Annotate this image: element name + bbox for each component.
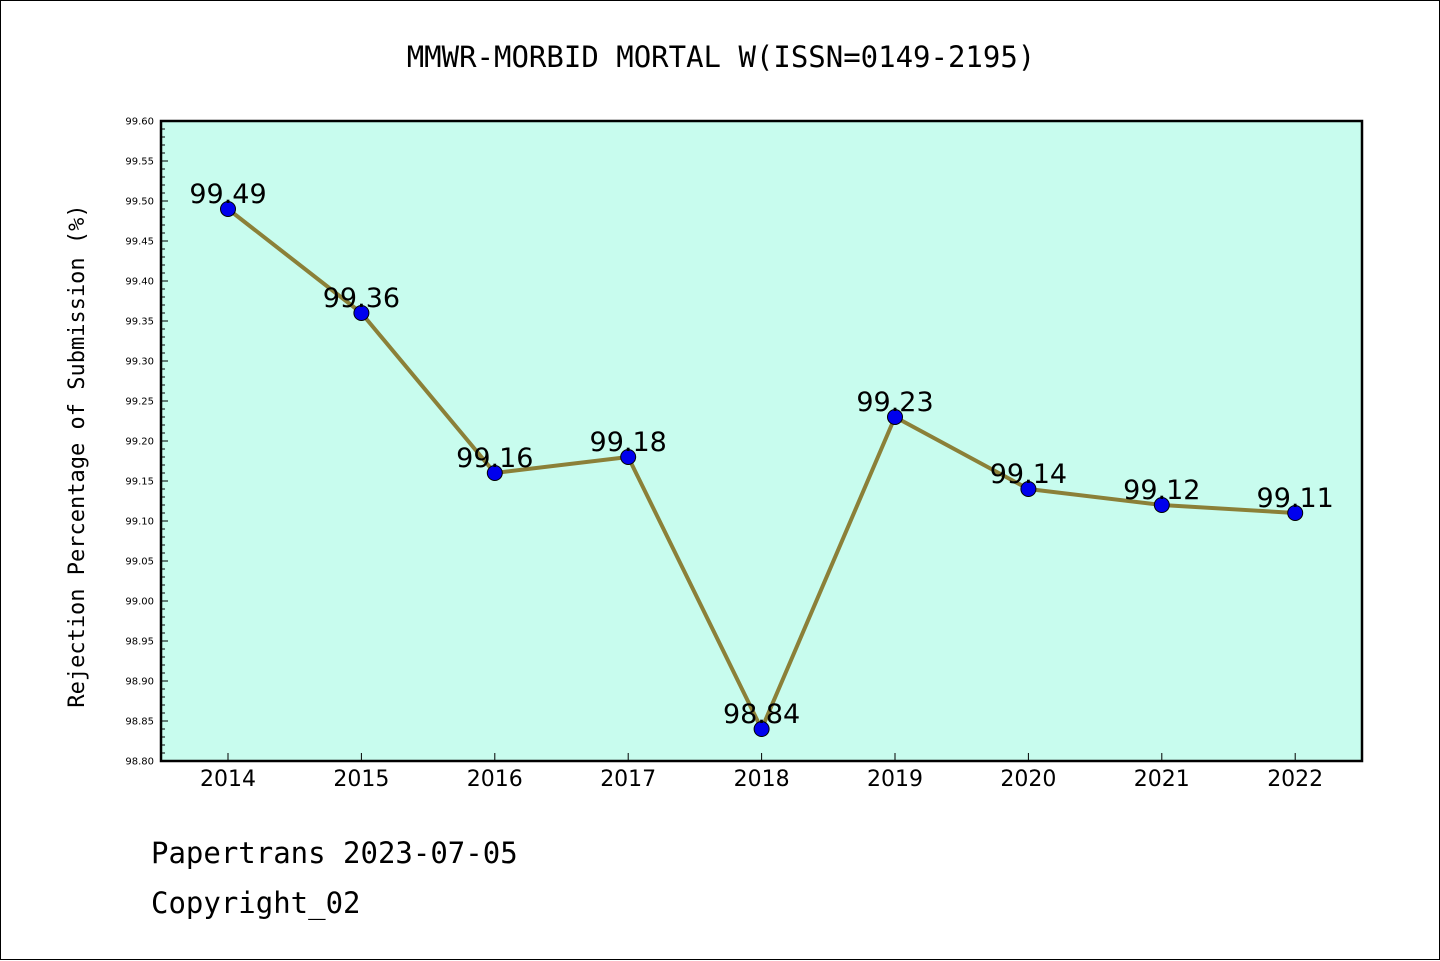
data-point xyxy=(353,305,370,321)
x-tick-label: 2021 xyxy=(1134,767,1190,792)
x-tick-label: 2020 xyxy=(1000,767,1056,792)
data-point xyxy=(220,201,236,217)
x-tick-label: 2015 xyxy=(333,767,389,792)
x-tick-label: 2022 xyxy=(1267,767,1323,792)
plot-area xyxy=(159,119,1364,763)
y-tick-label: 99.05 xyxy=(125,557,154,568)
y-tick-label: 99.45 xyxy=(125,237,154,248)
y-axis-label: Rejection Percentage of Submission (%) xyxy=(65,204,90,707)
footer-date-text: Papertrans 2023-07-05 xyxy=(151,836,518,870)
x-tick-label: 2014 xyxy=(200,767,256,792)
data-point xyxy=(753,721,770,737)
y-tick-label: 99.20 xyxy=(125,437,154,448)
data-label: 99.36 xyxy=(323,283,400,314)
data-label: 99.18 xyxy=(590,427,667,458)
data-point xyxy=(1020,481,1037,497)
y-axis: 98.80 98.85 98.90 98.95 99.00 99.05 99.10 99.15… xyxy=(125,117,168,768)
data-point xyxy=(1287,505,1304,521)
y-tick-label: 99.40 xyxy=(125,277,154,288)
x-tick-label: 2016 xyxy=(467,767,523,792)
series-group xyxy=(220,201,1304,737)
y-tick-label: 99.15 xyxy=(125,477,154,488)
chart-title: MMWR-MORBID MORTAL W(ISSN=0149-2195) xyxy=(407,40,1036,74)
x-tick-label: 2019 xyxy=(867,767,923,792)
y-tick-label: 99.35 xyxy=(125,317,154,328)
data-label: 98.84 xyxy=(723,699,800,730)
y-tick-label: 99.50 xyxy=(125,197,154,208)
data-point xyxy=(1153,497,1170,513)
data-labels: 99.49 99.36 99.16 99.18 98.84 99.23 99.14 99.12… xyxy=(189,179,1333,730)
footer-copyright-text: Copyright_02 xyxy=(151,886,361,920)
y-tick-label: 98.85 xyxy=(125,717,154,728)
data-point xyxy=(887,409,903,425)
data-label: 99.11 xyxy=(1257,483,1334,514)
data-label: 99.14 xyxy=(990,459,1067,490)
x-tick-label: 2018 xyxy=(734,767,790,792)
y-tick-label: 99.00 xyxy=(125,597,154,608)
y-tick-label: 98.80 xyxy=(125,757,154,768)
y-tick-label: 99.30 xyxy=(125,357,154,368)
data-label: 99.16 xyxy=(456,443,533,474)
data-point xyxy=(620,449,637,465)
y-tick-label: 99.25 xyxy=(125,397,154,408)
y-tick-label: 98.95 xyxy=(125,637,154,648)
y-tick-label: 99.10 xyxy=(125,517,154,528)
y-tick-label: 99.55 xyxy=(125,157,154,168)
data-label: 99.12 xyxy=(1123,475,1200,506)
y-tick-label: 98.90 xyxy=(125,677,154,688)
data-point xyxy=(486,465,503,481)
data-label: 99.49 xyxy=(189,179,266,210)
x-axis: 2014 2015 2016 2017 2018 2019 2020 2021 2022 xyxy=(200,753,1323,792)
data-label: 99.23 xyxy=(856,387,933,418)
y-tick-label: 99.60 xyxy=(125,117,154,128)
x-tick-label: 2017 xyxy=(600,767,656,792)
